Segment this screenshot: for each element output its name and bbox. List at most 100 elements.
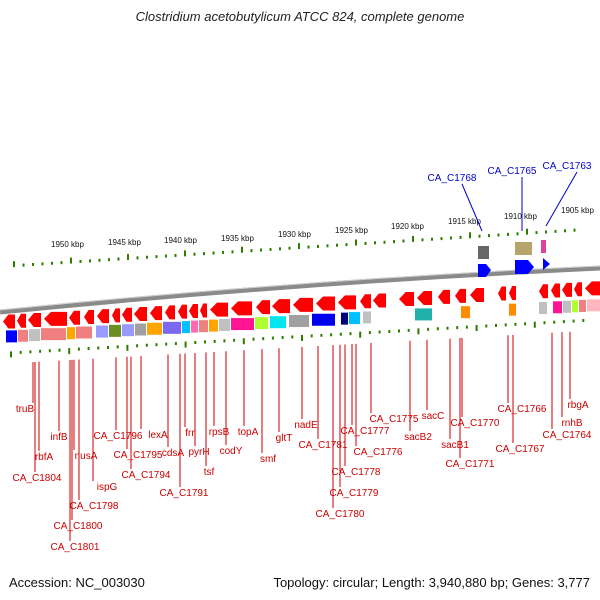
ruler-tick xyxy=(98,258,101,262)
ruler-tick xyxy=(241,246,243,253)
gene-label: pyrH xyxy=(188,447,209,458)
gene-arrow-forward xyxy=(478,264,491,277)
gene-label: CA_C1771 xyxy=(446,459,495,470)
label-leader-lines xyxy=(32,331,571,541)
ruler-tick xyxy=(22,263,25,267)
gene-label: sacB1 xyxy=(441,440,469,451)
ruler-tick xyxy=(51,261,53,265)
gene-arrow xyxy=(551,283,560,298)
ruler-label: 1925 kbp xyxy=(335,226,368,235)
cog-block xyxy=(29,329,40,342)
gene-arrow xyxy=(84,309,94,324)
lower-tick xyxy=(582,319,585,323)
lower-tick-row xyxy=(10,319,585,358)
gene-label: CA_C1776 xyxy=(354,447,403,458)
gene-label: frr xyxy=(185,428,195,439)
lower-tick xyxy=(262,337,265,341)
gene-label: CA_C1780 xyxy=(316,509,365,520)
ruler-tick xyxy=(89,259,91,263)
cog-block xyxy=(96,325,108,338)
gene-label: rpsB xyxy=(209,427,230,438)
ruler-tick xyxy=(431,237,433,241)
ruler-tick xyxy=(174,253,177,257)
gene-label: tsf xyxy=(204,467,215,478)
cog-block xyxy=(163,321,181,334)
ruler-tick xyxy=(573,228,576,232)
gene-label: nusA xyxy=(75,451,98,462)
cog-block xyxy=(219,319,230,332)
lower-tick xyxy=(145,343,148,347)
lower-tick xyxy=(233,338,236,342)
ruler-tick xyxy=(469,232,471,239)
lower-tick xyxy=(339,332,342,336)
lower-tick xyxy=(456,326,459,330)
lower-tick xyxy=(533,321,536,328)
ruler-tick xyxy=(155,255,158,259)
callout-labels: CA_C1768 CA_C1765 CA_C1763 xyxy=(428,161,592,232)
gene-label: CA_C1775 xyxy=(370,414,419,425)
cog-block xyxy=(41,328,66,341)
cog-block xyxy=(209,319,218,332)
gene-block xyxy=(541,240,546,253)
cog-block xyxy=(122,324,134,337)
ruler-tick xyxy=(108,258,110,262)
ruler-label: 1915 kbp xyxy=(448,217,481,226)
lower-tick xyxy=(87,347,90,351)
gene-label: CA_C1804 xyxy=(13,473,62,484)
gene-label: topA xyxy=(238,427,259,438)
lower-tick xyxy=(29,350,32,354)
ruler-tick xyxy=(269,247,272,251)
gene-label: cdsA xyxy=(162,448,185,459)
ruler-tick xyxy=(336,243,338,247)
lower-tick xyxy=(310,334,313,338)
ruler-ticks xyxy=(13,228,576,268)
ruler-tick xyxy=(526,228,528,235)
lower-tick xyxy=(126,344,129,351)
gene-arrow xyxy=(574,282,582,297)
lower-tick xyxy=(184,341,187,348)
ruler-label: 1940 kbp xyxy=(164,236,197,245)
ruler-tick xyxy=(545,230,547,234)
cog-block xyxy=(135,323,146,336)
ruler-label: 1930 kbp xyxy=(278,230,311,239)
ruler-label: 1920 kbp xyxy=(391,222,424,231)
ruler-labels: 1950 kbp 1945 kbp 1940 kbp 1935 kbp 1930 kbp… xyxy=(51,206,594,249)
gene-arrow xyxy=(373,293,386,308)
ruler-tick xyxy=(250,249,253,253)
cog-block xyxy=(415,308,432,321)
lower-tick xyxy=(223,339,226,343)
gene-arrow-forward xyxy=(515,260,534,274)
cog-block xyxy=(579,299,586,312)
lower-tick xyxy=(359,331,362,338)
gene-arrow xyxy=(539,284,548,299)
lower-tick xyxy=(271,336,274,340)
callout-label: CA_C1768 xyxy=(428,173,477,184)
ruler-tick xyxy=(317,244,319,248)
lower-tick xyxy=(204,340,206,344)
ruler-label: 1945 kbp xyxy=(108,238,141,247)
gene-arrow xyxy=(150,306,162,321)
lower-tick xyxy=(39,349,42,353)
lower-tick xyxy=(524,322,527,326)
lower-tick xyxy=(398,329,400,333)
gene-label: lexA xyxy=(148,430,168,441)
gene-arrow xyxy=(316,296,335,311)
lower-tick xyxy=(252,337,255,341)
gene-label: CA_C1798 xyxy=(70,501,119,512)
ruler-tick xyxy=(326,244,329,248)
lower-tick xyxy=(465,325,468,329)
gene-arrow xyxy=(134,307,147,322)
ruler-tick xyxy=(364,241,367,245)
lower-tick xyxy=(446,326,449,330)
lower-tick xyxy=(514,322,517,326)
ruler-tick xyxy=(459,235,462,239)
ruler-tick xyxy=(345,243,348,247)
gene-label: truB xyxy=(16,404,35,415)
cog-block xyxy=(67,327,75,340)
cog-block xyxy=(270,316,286,329)
lower-tick xyxy=(407,328,410,332)
ruler-tick xyxy=(393,240,395,244)
gene-arrow xyxy=(69,310,80,325)
cog-block xyxy=(255,317,268,330)
